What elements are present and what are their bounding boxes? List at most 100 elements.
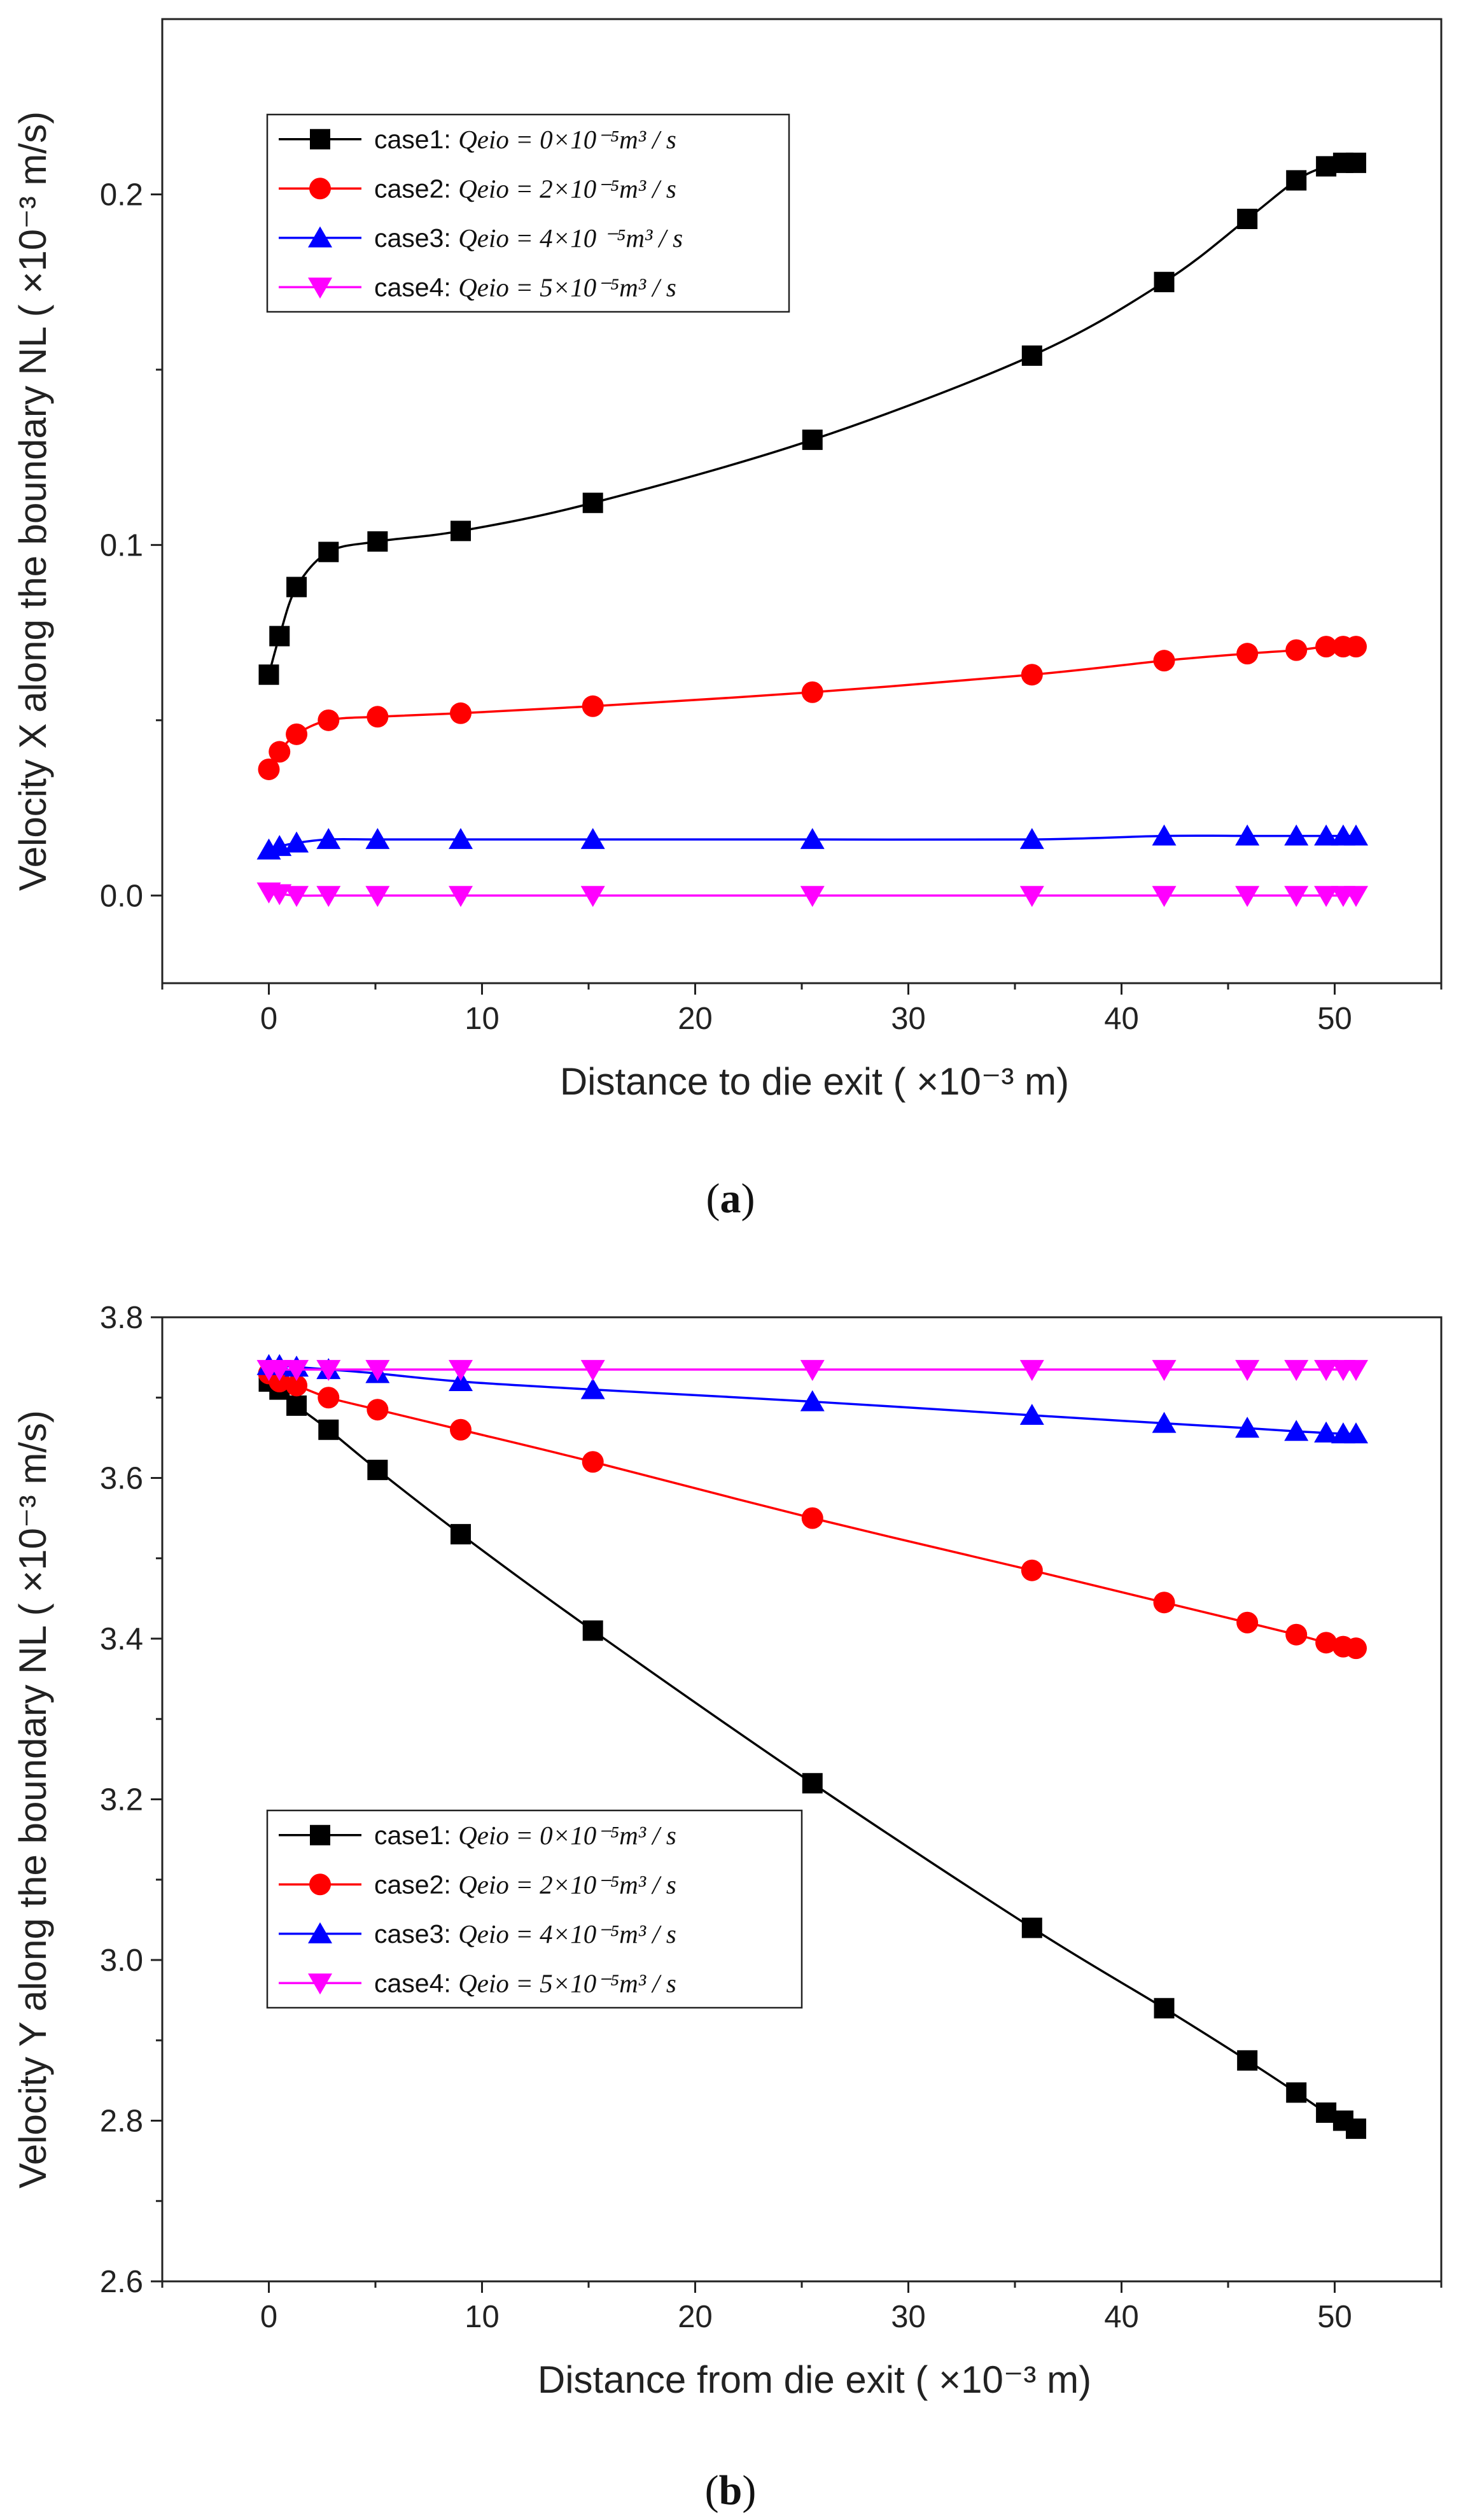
y-tick-label: 3.6 xyxy=(100,1462,143,1496)
data-point-case3 xyxy=(1019,828,1044,850)
data-point-case2 xyxy=(450,702,472,724)
data-point-case1 xyxy=(1237,209,1258,230)
x-tick-label: 30 xyxy=(891,1002,926,1036)
data-point-case2 xyxy=(286,1375,308,1397)
x-tick-label: 20 xyxy=(678,1002,713,1036)
y-axis-title: Velocity Y along the boundary NL ( ×10⁻³… xyxy=(11,1410,54,2188)
legend-marker-case4 xyxy=(308,277,332,299)
legend-label-case1: case1: Qeio = 0×10⁻⁵m³ / s xyxy=(374,1821,676,1850)
data-point-case1 xyxy=(318,542,339,563)
data-point-case3 xyxy=(1314,1421,1339,1443)
data-point-case2 xyxy=(1021,664,1043,686)
legend-marker-case1 xyxy=(310,1824,330,1845)
data-point-case4 xyxy=(1314,886,1339,907)
data-point-case1 xyxy=(1346,2118,1366,2139)
x-tick-label: 0 xyxy=(260,1002,277,1036)
data-point-case2 xyxy=(1315,636,1338,658)
data-point-case3 xyxy=(1284,1420,1309,1441)
data-point-case4 xyxy=(1019,886,1044,907)
y-tick-label: 3.2 xyxy=(100,1783,143,1817)
legend-label-case2: case2: Qeio = 2×10⁻⁵m³ / s xyxy=(374,1870,676,1899)
series-line-case2 xyxy=(267,645,1356,770)
legend-box xyxy=(266,113,790,313)
data-point-case2 xyxy=(1345,636,1367,658)
data-point-case3 xyxy=(1314,824,1339,846)
data-point-case1 xyxy=(318,1419,339,1440)
data-point-case4 xyxy=(800,886,825,907)
data-point-case1 xyxy=(1021,345,1042,366)
data-point-case4 xyxy=(316,886,341,907)
data-point-case4 xyxy=(365,886,390,907)
legend-label-case3: case3: Qeio = 4×10⁻⁵m³ / s xyxy=(374,1919,676,1949)
legend-marker-case4 xyxy=(308,1973,332,1995)
data-point-case3 xyxy=(1235,824,1260,846)
legend-marker-case3 xyxy=(308,226,332,248)
y-tick-label: 3.0 xyxy=(100,1943,143,1978)
data-point-case3 xyxy=(284,831,309,853)
data-point-case3 xyxy=(800,1390,825,1411)
legend-marker-case2 xyxy=(309,1873,331,1896)
legend: case1: Qeio = 0×10⁻⁵m³ / s case2: Qeio = … xyxy=(266,113,790,313)
data-point-case4 xyxy=(1235,1360,1260,1382)
data-point-case2 xyxy=(1236,1611,1259,1634)
data-point-case3 xyxy=(1284,824,1309,846)
data-point-case3 xyxy=(365,828,390,850)
legend-box xyxy=(266,1809,803,2009)
y-tick-label: 0.0 xyxy=(100,879,143,913)
data-point-case3 xyxy=(1152,1411,1177,1433)
data-point-case3 xyxy=(1344,824,1368,846)
data-point-case4 xyxy=(284,886,309,907)
data-point-case4 xyxy=(449,1360,473,1382)
data-point-case2 xyxy=(318,709,340,731)
y-tick-label: 2.8 xyxy=(100,2104,143,2139)
data-point-case1 xyxy=(1021,1917,1042,1938)
legend: case1: Qeio = 0×10⁻⁵m³ / s case2: Qeio = … xyxy=(266,1809,803,2009)
data-point-case1 xyxy=(451,521,471,542)
data-point-case4 xyxy=(800,1360,825,1382)
data-point-case2 xyxy=(318,1387,340,1409)
data-point-case3 xyxy=(1152,824,1177,846)
data-point-case1 xyxy=(802,430,823,451)
data-point-case2 xyxy=(1236,643,1259,665)
x-tick-label: 50 xyxy=(1317,1002,1352,1036)
data-point-case1 xyxy=(1154,1998,1175,2019)
data-point-case4 xyxy=(1152,1360,1177,1382)
series-case2 xyxy=(258,636,1367,780)
series-case1 xyxy=(258,152,1366,685)
data-point-case4 xyxy=(365,1360,390,1382)
data-point-case1 xyxy=(269,626,290,647)
x-tick-label: 10 xyxy=(465,1002,500,1036)
data-point-case2 xyxy=(582,695,604,717)
legend-label-case4: case4: Qeio = 5×10⁻⁵m³ / s xyxy=(374,1968,676,1998)
data-point-case2 xyxy=(1153,650,1175,672)
data-point-case3 xyxy=(1235,1417,1260,1438)
data-point-case4 xyxy=(1152,886,1177,907)
x-tick-label: 50 xyxy=(1317,2300,1352,2334)
data-point-case1 xyxy=(1154,272,1175,293)
panel-label: (a) xyxy=(706,1175,755,1222)
y-tick-label: 3.4 xyxy=(100,1622,143,1656)
data-point-case2 xyxy=(367,1399,389,1421)
y-tick-label: 0.1 xyxy=(100,528,143,563)
data-point-case4 xyxy=(580,886,605,907)
data-point-case2 xyxy=(258,758,280,780)
data-point-case1 xyxy=(1237,2050,1258,2071)
data-point-case3 xyxy=(580,828,605,850)
panel-label: (b) xyxy=(705,2467,757,2514)
data-point-case4 xyxy=(449,886,473,907)
data-point-case4 xyxy=(1344,1360,1368,1382)
data-point-case3 xyxy=(580,1378,605,1399)
data-point-case4 xyxy=(284,1360,309,1382)
data-point-case4 xyxy=(1019,1360,1044,1382)
data-point-case2 xyxy=(1315,1632,1338,1654)
legend-marker-case1 xyxy=(310,129,330,150)
series-case1 xyxy=(258,1371,1366,2139)
legend-label-case4: case4: Qeio = 5×10⁻⁵m³ / s xyxy=(374,272,676,302)
x-tick-label: 40 xyxy=(1104,2300,1139,2334)
data-point-case4 xyxy=(1314,1360,1339,1382)
data-point-case4 xyxy=(1284,1360,1309,1382)
data-point-case1 xyxy=(1316,156,1337,177)
y-tick-label: 3.8 xyxy=(100,1301,143,1335)
data-point-case4 xyxy=(267,884,292,906)
